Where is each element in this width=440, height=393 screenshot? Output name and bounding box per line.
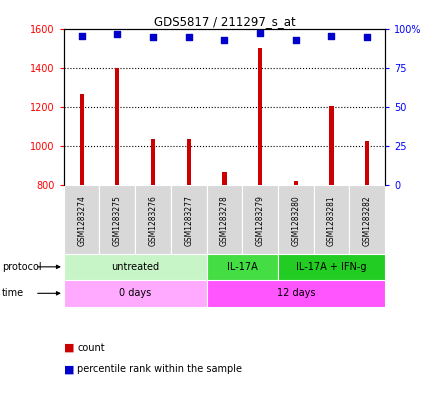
- Bar: [258, 48, 262, 185]
- Text: 12 days: 12 days: [276, 288, 315, 298]
- Bar: [293, 181, 298, 185]
- Bar: [187, 140, 191, 185]
- Bar: [171, 185, 206, 253]
- Text: GSM1283276: GSM1283276: [149, 195, 158, 246]
- Bar: [206, 253, 278, 280]
- Text: percentile rank within the sample: percentile rank within the sample: [77, 364, 242, 375]
- Text: GSM1283275: GSM1283275: [113, 195, 122, 246]
- Text: GSM1283282: GSM1283282: [363, 195, 372, 246]
- Text: GSM1283274: GSM1283274: [77, 195, 86, 246]
- Bar: [64, 185, 99, 253]
- Point: [363, 34, 370, 40]
- Text: GSM1283279: GSM1283279: [256, 195, 264, 246]
- Text: IL-17A + IFN-g: IL-17A + IFN-g: [296, 262, 367, 272]
- Point: [150, 34, 157, 40]
- Bar: [206, 185, 242, 253]
- Text: count: count: [77, 343, 105, 353]
- Text: GSM1283280: GSM1283280: [291, 195, 300, 246]
- Point: [257, 29, 264, 36]
- Bar: [151, 140, 155, 185]
- Bar: [365, 141, 369, 185]
- Bar: [314, 185, 349, 253]
- Text: GSM1283278: GSM1283278: [220, 195, 229, 246]
- Text: ■: ■: [64, 343, 74, 353]
- Bar: [135, 185, 171, 253]
- Bar: [242, 185, 278, 253]
- Point: [221, 37, 228, 44]
- Bar: [222, 171, 227, 185]
- Text: protocol: protocol: [2, 262, 42, 272]
- Bar: [278, 253, 385, 280]
- Bar: [115, 68, 120, 185]
- Point: [292, 37, 299, 44]
- Text: IL-17A: IL-17A: [227, 262, 257, 272]
- Text: GSM1283277: GSM1283277: [184, 195, 193, 246]
- Bar: [329, 107, 334, 185]
- Bar: [64, 280, 206, 307]
- Point: [78, 33, 85, 39]
- Point: [185, 34, 192, 40]
- Text: untreated: untreated: [111, 262, 159, 272]
- Bar: [278, 185, 314, 253]
- Text: ■: ■: [64, 364, 74, 375]
- Text: time: time: [2, 288, 24, 298]
- Bar: [64, 253, 206, 280]
- Bar: [80, 94, 84, 185]
- Bar: [99, 185, 135, 253]
- Point: [114, 31, 121, 37]
- Bar: [206, 280, 385, 307]
- Title: GDS5817 / 211297_s_at: GDS5817 / 211297_s_at: [154, 15, 295, 28]
- Text: 0 days: 0 days: [119, 288, 151, 298]
- Text: GSM1283281: GSM1283281: [327, 195, 336, 246]
- Point: [328, 33, 335, 39]
- Bar: [349, 185, 385, 253]
